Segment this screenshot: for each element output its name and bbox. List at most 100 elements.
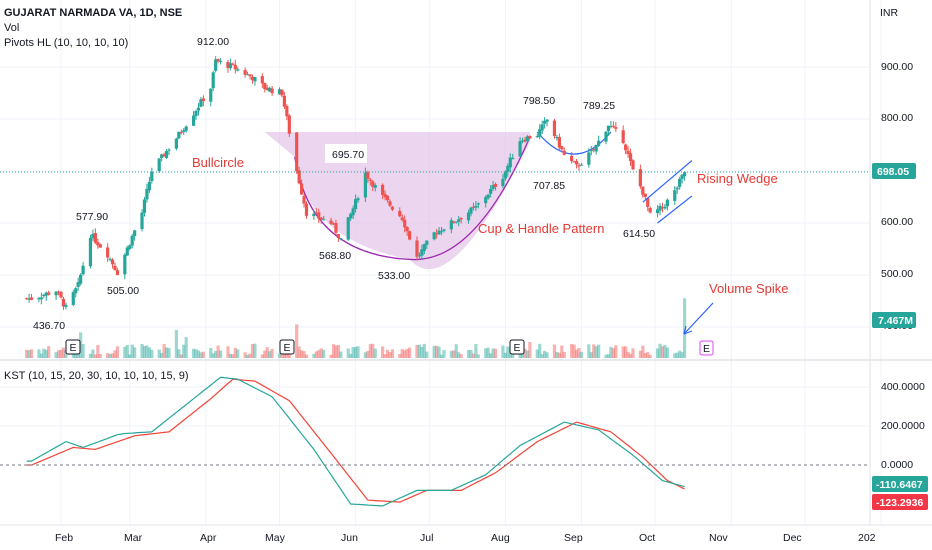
volume-bar: [437, 346, 441, 358]
earnings-marker[interactable]: E: [509, 339, 525, 355]
candle: [322, 215, 326, 221]
candle: [371, 179, 375, 192]
volume-bar: [545, 352, 549, 358]
candle: [285, 104, 289, 121]
pivot-label: 614.50: [623, 228, 655, 240]
candle: [594, 144, 598, 155]
volume-bar: [528, 342, 532, 358]
volume-bar: [226, 346, 230, 358]
candle: [457, 215, 461, 227]
candle: [673, 186, 677, 205]
volume-bar: [115, 346, 120, 358]
candle: [442, 228, 446, 233]
svg-text:E: E: [514, 342, 521, 354]
volume-bar: [658, 343, 662, 358]
volume-bar: [459, 354, 463, 358]
candle: [660, 202, 665, 213]
candle: [93, 228, 97, 245]
volume-bar: [398, 354, 402, 358]
volume-bar: [253, 343, 257, 358]
candle: [518, 137, 522, 158]
volume-bar: [540, 354, 544, 358]
candle: [236, 66, 240, 72]
volume-bar: [263, 350, 267, 358]
candle: [658, 203, 662, 216]
candle: [329, 217, 333, 226]
volume-bar: [400, 349, 404, 358]
cup-arc: [294, 136, 531, 261]
volume-bar: [42, 348, 46, 358]
volume-bar: [106, 353, 110, 358]
pivot-label: 577.90: [76, 211, 108, 223]
volume-bar: [592, 344, 596, 358]
volume-bar: [501, 345, 505, 358]
volume-bar: [366, 350, 370, 358]
volume-bar: [56, 350, 61, 358]
candle: [366, 170, 370, 184]
time-label: Sep: [564, 532, 583, 544]
candle: [29, 294, 34, 301]
candle: [486, 193, 490, 200]
volume-bar: [233, 347, 237, 358]
candle: [76, 277, 80, 291]
candle: [88, 234, 93, 269]
symbol-line: GUJARAT NARMADA VA, 1D, NSE: [4, 7, 183, 19]
volume-bar: [317, 350, 321, 358]
volume-bar: [248, 353, 252, 358]
candle: [42, 293, 46, 299]
candle: [265, 84, 269, 91]
candle: [437, 227, 441, 235]
volume-bar: [280, 353, 284, 358]
volume-bar: [403, 350, 407, 358]
candle: [388, 199, 392, 207]
time-label: Mar: [124, 532, 143, 544]
candle: [125, 245, 129, 256]
volume-bar: [268, 351, 272, 358]
volume-bar: [609, 346, 613, 358]
volume-bar: [503, 352, 507, 358]
candle: [179, 129, 183, 135]
candle: [675, 186, 679, 195]
volume-bar: [570, 344, 574, 358]
upcoming-earnings-marker[interactable]: E: [699, 340, 714, 356]
cup-handle-annotation: Cup & Handle Pattern: [478, 221, 604, 236]
earnings-marker[interactable]: E: [65, 339, 81, 355]
candle: [270, 86, 274, 96]
volume-bar: [236, 349, 240, 358]
volume-bar: [211, 353, 215, 358]
labels: INR 900.00 800.00 600.00 500.00 400.00 6…: [33, 7, 928, 544]
candle: [646, 197, 650, 212]
volume-bar: [587, 344, 591, 358]
candle: [390, 205, 395, 212]
volume-bar: [675, 352, 679, 358]
candle: [59, 291, 63, 299]
candle: [432, 231, 436, 241]
volume-bar: [663, 344, 667, 358]
candle: [299, 179, 304, 195]
candle: [157, 158, 161, 173]
candle: [191, 111, 196, 126]
volume-bar: [184, 337, 188, 358]
candle: [543, 117, 547, 129]
time-label: Jul: [420, 532, 433, 544]
volume-bar: [525, 350, 530, 358]
volume-bar: [520, 351, 525, 358]
candle: [643, 193, 647, 200]
volume-bar: [415, 345, 419, 358]
candle: [663, 204, 667, 210]
volume-bar: [435, 345, 439, 358]
time-label: Nov: [709, 532, 728, 544]
kst-label: KST (10, 15, 20, 30, 10, 10, 10, 15, 9): [4, 370, 189, 382]
volume-bar: [88, 353, 93, 358]
volume-bar: [643, 353, 647, 358]
candle: [611, 121, 615, 129]
candle: [243, 67, 247, 78]
candle: [56, 290, 61, 296]
candle: [336, 233, 341, 242]
volume-bar: [390, 349, 395, 358]
candle: [177, 131, 181, 140]
volume-bar: [452, 350, 456, 358]
earnings-marker[interactable]: E: [279, 339, 295, 355]
candle: [557, 133, 561, 151]
